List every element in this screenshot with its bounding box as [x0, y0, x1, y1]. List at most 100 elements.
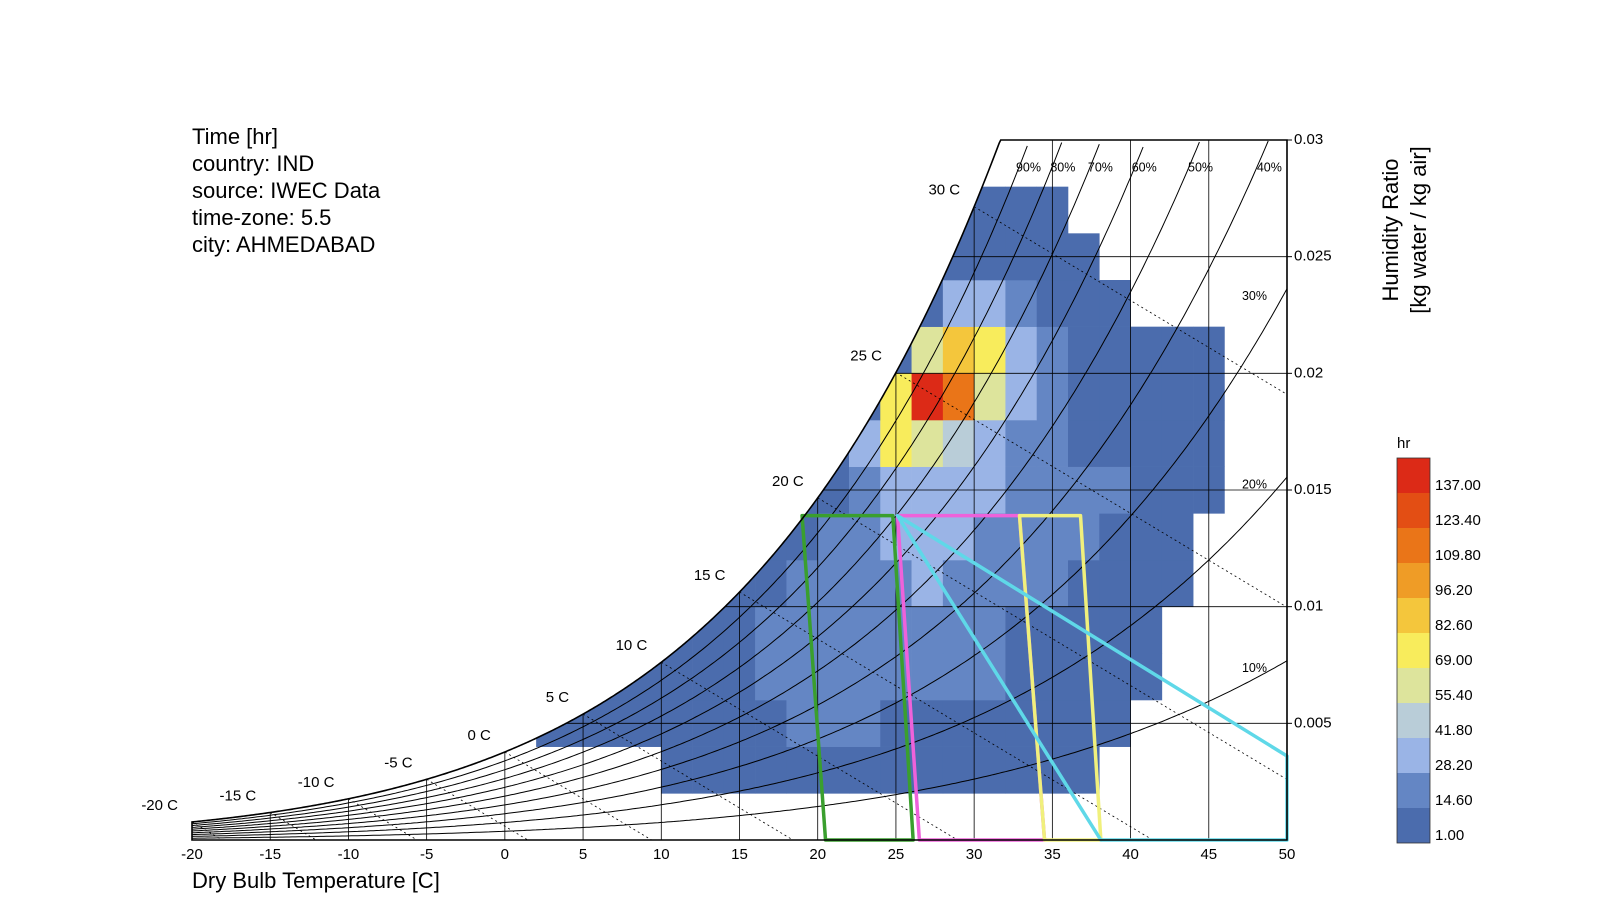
rh-label: 60% — [1132, 160, 1157, 174]
rh-curve — [192, 140, 1269, 834]
colorbar-box — [1397, 703, 1430, 738]
colorbar-label: 109.80 — [1435, 547, 1481, 564]
heat-cell — [849, 746, 881, 794]
heat-cell — [755, 653, 787, 701]
x-tick-label: 25 — [888, 846, 905, 863]
info-line: source: IWEC Data — [192, 178, 381, 203]
colorbar-label: 41.80 — [1435, 722, 1473, 739]
heat-cell — [1161, 373, 1194, 421]
heat-cell — [1068, 373, 1100, 421]
colorbar-box — [1397, 633, 1430, 668]
rh-label: 30% — [1242, 289, 1267, 303]
heat-cell — [849, 560, 881, 607]
heat-cell — [974, 373, 1006, 421]
heat-cell — [974, 513, 1006, 561]
heat-cell — [1099, 280, 1131, 327]
wet-bulb-line — [582, 713, 794, 840]
x-tick-label: 40 — [1122, 846, 1139, 863]
info-line: Time [hr] — [192, 124, 278, 149]
rh-label: 70% — [1088, 160, 1113, 174]
heat-cell — [755, 606, 787, 654]
wet-bulb-line — [270, 812, 317, 840]
y-tick-label: 0.025 — [1294, 248, 1332, 265]
x-tick-label: 10 — [653, 846, 670, 863]
colorbar-label: 1.00 — [1435, 827, 1464, 844]
colorbar-label: 96.20 — [1435, 582, 1473, 599]
wet-bulb-label: -5 C — [384, 754, 413, 771]
heat-cell — [911, 653, 944, 701]
rh-label: 80% — [1050, 160, 1075, 174]
heat-cell — [1130, 513, 1163, 561]
wet-bulb-line — [426, 778, 528, 840]
wet-bulb-line — [348, 798, 418, 840]
wet-bulb-label: 5 C — [546, 689, 570, 706]
rh-label: 20% — [1242, 477, 1267, 491]
heat-cell — [1068, 280, 1100, 327]
heat-cell — [1099, 560, 1131, 607]
heat-cell — [817, 653, 850, 701]
info-line: country: IND — [192, 151, 314, 176]
x-tick-label: 30 — [966, 846, 983, 863]
y-axis-title: Humidity Ratio — [1378, 158, 1403, 301]
info-line: time-zone: 5.5 — [192, 205, 331, 230]
wet-bulb-label: -10 C — [298, 774, 335, 791]
x-tick-label: 15 — [731, 846, 748, 863]
heat-cell — [1005, 280, 1038, 327]
wet-bulb-label: 20 C — [772, 473, 804, 490]
x-axis-title: Dry Bulb Temperature [C] — [192, 868, 440, 893]
y-tick-label: 0.005 — [1294, 714, 1332, 731]
colorbar-title: hr — [1397, 435, 1410, 452]
x-tick-label: 50 — [1279, 846, 1296, 863]
heat-cell — [1099, 606, 1131, 654]
colorbar-label: 123.40 — [1435, 512, 1481, 529]
heat-cell — [911, 560, 944, 607]
y-tick-label: 0.015 — [1294, 481, 1332, 498]
colorbar-box — [1397, 528, 1430, 563]
heat-cell — [1068, 326, 1100, 374]
wet-bulb-line — [739, 591, 1153, 840]
heat-cell — [1130, 420, 1163, 467]
heat-cell — [1130, 606, 1163, 654]
heat-cell — [1005, 606, 1038, 654]
wet-bulb-label: 25 C — [850, 348, 882, 365]
heat-cell — [1130, 326, 1163, 374]
wet-bulb-label: 15 C — [694, 567, 726, 584]
heat-cell — [1099, 653, 1131, 701]
wet-bulb-label: -15 C — [220, 787, 257, 804]
rh-curve — [192, 146, 1144, 830]
y-tick-label: 0.03 — [1294, 131, 1323, 148]
wet-bulb-line — [192, 821, 223, 840]
x-tick-label: -10 — [338, 846, 360, 863]
y-tick-label: 0.01 — [1294, 598, 1323, 615]
heat-cell — [911, 606, 944, 654]
heat-cell — [911, 513, 944, 561]
wet-bulb-label: -20 C — [141, 797, 178, 814]
x-tick-label: 5 — [579, 846, 587, 863]
colorbar-box — [1397, 808, 1430, 843]
rh-curve — [192, 288, 1287, 836]
colorbar-box — [1397, 668, 1430, 703]
colorbar-frame — [1396, 457, 1431, 844]
heat-cell — [755, 746, 787, 794]
rh-curve — [192, 145, 1028, 825]
heat-cell — [817, 560, 850, 607]
rh-label: 40% — [1257, 160, 1282, 174]
heat-cell — [942, 373, 975, 421]
info-line: city: AHMEDABAD — [192, 232, 375, 257]
colorbar-box — [1397, 738, 1430, 773]
heat-cell — [974, 326, 1006, 374]
heat-cell — [692, 746, 725, 794]
heat-cell — [692, 606, 725, 654]
heat-cell — [1099, 326, 1131, 374]
heat-cell — [1068, 653, 1100, 701]
wet-bulb-line — [504, 751, 652, 840]
heat-cell — [849, 653, 881, 701]
heat-cell — [911, 420, 944, 467]
y-tick-label: 0.02 — [1294, 364, 1323, 381]
colorbar-label: 14.60 — [1435, 792, 1473, 809]
heat-cell — [1005, 186, 1038, 234]
heat-cell — [974, 280, 1006, 327]
heat-cell — [1161, 560, 1194, 607]
x-tick-label: -15 — [259, 846, 281, 863]
